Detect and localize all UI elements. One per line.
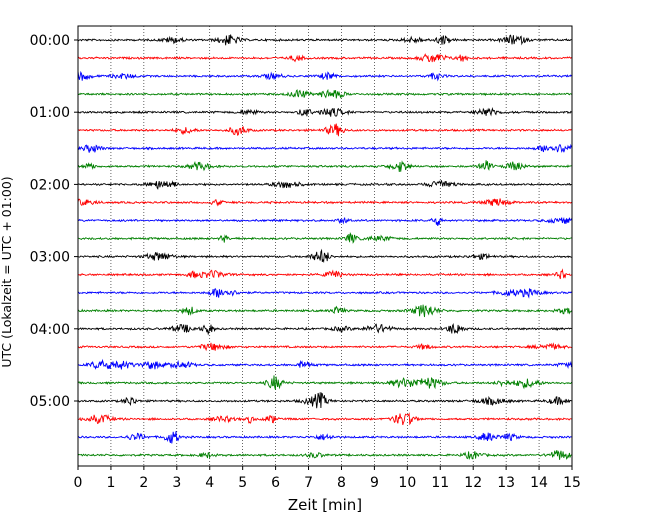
- x-tick-label-7: 7: [304, 475, 313, 491]
- seismogram-traces: [77, 34, 572, 461]
- trace-3: [77, 88, 572, 99]
- trace-2: [77, 70, 572, 82]
- trace-8: [77, 180, 572, 190]
- y-axis-label: UTC (Lokalzeit = UTC + 01:00): [0, 176, 14, 367]
- x-tick-label-10: 10: [398, 475, 416, 491]
- x-tick-label-15: 15: [563, 475, 581, 491]
- trace-20: [77, 392, 572, 409]
- trace-15: [77, 304, 572, 318]
- trace-5: [77, 123, 572, 137]
- trace-4: [77, 106, 572, 117]
- x-tick-label-4: 4: [205, 475, 214, 491]
- x-tick-label-12: 12: [464, 475, 482, 491]
- x-tick-label-1: 1: [106, 475, 115, 491]
- trace-1: [77, 53, 572, 63]
- y-axis-ticks: 00:00 01:00 02:00 03:00 04:00 05:00: [30, 33, 78, 410]
- trace-0: [77, 34, 572, 46]
- trace-16: [77, 322, 572, 336]
- trace-19: [77, 375, 572, 390]
- x-tick-label-14: 14: [530, 475, 548, 491]
- trace-6: [77, 143, 572, 153]
- x-tick-label-9: 9: [370, 475, 379, 491]
- trace-21: [77, 412, 572, 426]
- x-tick-label-8: 8: [337, 475, 346, 491]
- x-tick-label-5: 5: [238, 475, 247, 491]
- x-tick-label-0: 0: [74, 475, 83, 491]
- trace-22: [77, 431, 572, 444]
- trace-18: [77, 358, 572, 370]
- trace-7: [77, 160, 572, 173]
- x-tick-label-2: 2: [139, 475, 148, 491]
- x-axis-ticks: 0 1 2 3 4 5 6 7 8 9 10 11 12 13 14 15: [74, 466, 581, 491]
- trace-14: [77, 287, 572, 299]
- y-tick-label-03:00: 03:00: [30, 250, 70, 266]
- x-tick-label-3: 3: [172, 475, 181, 491]
- vertical-grid: [110, 26, 540, 466]
- y-tick-label-02:00: 02:00: [30, 177, 70, 193]
- y-tick-label-01:00: 01:00: [30, 105, 70, 121]
- x-tick-label-11: 11: [431, 475, 449, 491]
- trace-23: [77, 450, 572, 461]
- y-tick-label-04:00: 04:00: [30, 322, 70, 338]
- trace-13: [77, 268, 572, 280]
- trace-12: [77, 248, 572, 264]
- y-tick-label-00:00: 00:00: [30, 33, 70, 49]
- x-axis-label: Zeit [min]: [288, 496, 362, 514]
- x-tick-label-13: 13: [497, 475, 515, 491]
- trace-17: [77, 342, 572, 352]
- y-tick-label-05:00: 05:00: [30, 394, 70, 410]
- x-tick-label-6: 6: [271, 475, 280, 491]
- trace-10: [77, 216, 572, 226]
- trace-11: [77, 231, 572, 244]
- plot-frame: [77, 25, 573, 467]
- trace-9: [77, 198, 572, 207]
